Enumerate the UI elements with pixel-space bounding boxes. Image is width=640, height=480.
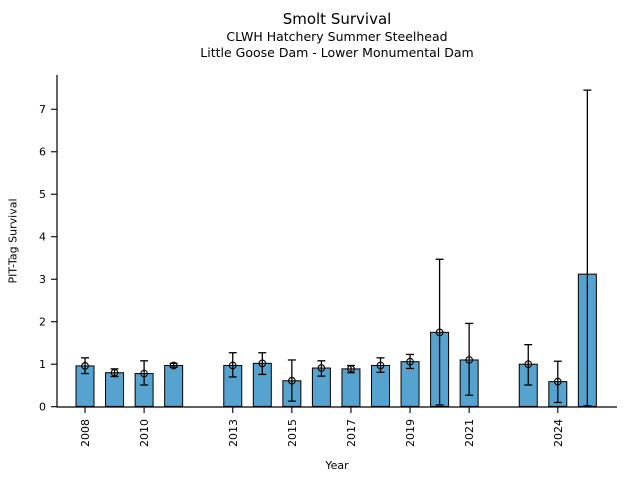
x-tick-label-2024: 2024 bbox=[552, 419, 565, 447]
marker-2011 bbox=[169, 361, 178, 370]
marker-2017 bbox=[347, 365, 355, 373]
marker-2014 bbox=[258, 359, 267, 368]
marker-2019 bbox=[406, 357, 414, 366]
marker-2021 bbox=[465, 356, 474, 364]
chart-title: Smolt Survival bbox=[282, 10, 392, 28]
errorbar-2025 bbox=[583, 89, 592, 407]
chart-subtitle-line2: Little Goose Dam - Lower Monumental Dam bbox=[200, 45, 474, 60]
errorbar-2024 bbox=[553, 360, 562, 404]
x-tick-label-2010: 2010 bbox=[138, 419, 151, 447]
errorbar-2020 bbox=[435, 258, 444, 406]
marker-2015 bbox=[288, 376, 296, 385]
y-tick-label-7: 7 bbox=[39, 103, 46, 116]
marker-2024 bbox=[553, 377, 562, 386]
x-tick-label-2019: 2019 bbox=[404, 419, 417, 447]
x-axis-label: Year bbox=[325, 459, 349, 472]
errorbar-2013 bbox=[228, 352, 237, 378]
y-tick-label-5: 5 bbox=[39, 188, 46, 201]
x-tick-label-2013: 2013 bbox=[227, 419, 240, 447]
y-tick-label-4: 4 bbox=[39, 231, 46, 244]
y-tick-label-0: 0 bbox=[39, 401, 46, 414]
marker-2018 bbox=[376, 361, 385, 370]
y-tick-label-6: 6 bbox=[39, 146, 46, 159]
marker-2020 bbox=[435, 328, 444, 337]
bar-2011 bbox=[164, 364, 184, 407]
errorbar-2019 bbox=[406, 353, 415, 370]
marker-2016 bbox=[317, 364, 326, 372]
bar-2017 bbox=[341, 368, 361, 407]
x-tick-label-2017: 2017 bbox=[345, 419, 358, 447]
errorbar-2016 bbox=[317, 360, 326, 377]
marker-2009 bbox=[110, 368, 119, 377]
bar-2009 bbox=[105, 372, 125, 407]
errorbar-2008 bbox=[81, 357, 89, 375]
errorbar-2023 bbox=[524, 344, 533, 386]
marker-2023 bbox=[524, 360, 533, 369]
chart-subtitle-line1: CLWH Hatchery Summer Steelhead bbox=[226, 29, 448, 44]
marker-2008 bbox=[81, 362, 89, 370]
y-tick-label-2: 2 bbox=[39, 316, 46, 329]
x-tick-label-2015: 2015 bbox=[286, 419, 299, 447]
x-tick-label-2008: 2008 bbox=[79, 419, 92, 447]
errorbar-2014 bbox=[258, 352, 267, 376]
errorbar-2010 bbox=[140, 360, 149, 386]
y-tick-label-1: 1 bbox=[39, 358, 46, 371]
x-tick-label-2021: 2021 bbox=[463, 419, 476, 447]
marker-2013 bbox=[228, 361, 237, 370]
y-tick-label-3: 3 bbox=[39, 273, 46, 286]
errorbar-2021 bbox=[465, 322, 474, 396]
errorbar-2015 bbox=[287, 359, 296, 402]
errorbar-2018 bbox=[376, 357, 385, 373]
marker-2010 bbox=[140, 369, 148, 378]
